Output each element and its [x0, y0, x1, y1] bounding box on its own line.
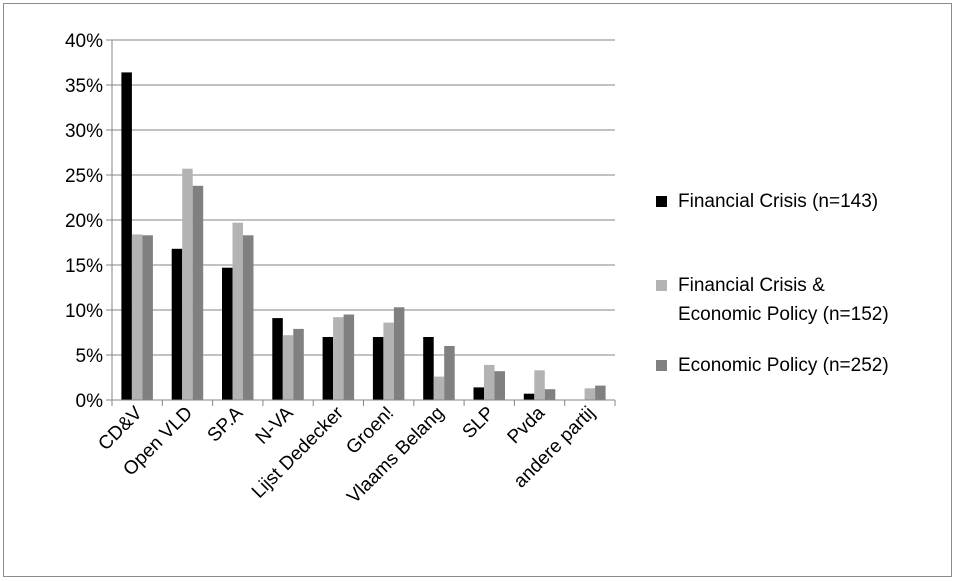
bar	[595, 385, 606, 400]
bar	[343, 314, 355, 400]
bar	[232, 222, 243, 400]
bar	[484, 364, 495, 400]
bar	[523, 393, 535, 400]
bar	[544, 389, 556, 400]
legend-label: Economic Policy (n=152)	[678, 304, 889, 325]
bar	[182, 168, 193, 400]
bar	[171, 248, 183, 400]
chart-frame	[3, 3, 952, 577]
legend-label: Financial Crisis &	[678, 275, 825, 296]
x-tick-label: Pvda	[504, 402, 550, 448]
bar	[393, 307, 405, 400]
bar	[473, 387, 484, 400]
x-tick-label: SLP	[459, 403, 499, 443]
x-tick-label: Lijst Dedecker	[248, 402, 348, 502]
bar	[142, 235, 153, 400]
legend-label: Financial Crisis (n=143)	[678, 191, 878, 212]
y-tick-label: 40%	[65, 31, 103, 52]
x-tick-label: SP.A	[204, 402, 248, 446]
y-tick-label: 25%	[65, 166, 103, 187]
bar	[192, 185, 204, 400]
bar	[222, 267, 233, 400]
y-tick-label: 0%	[76, 391, 104, 412]
y-tick-label: 20%	[65, 211, 103, 232]
y-tick-label: 15%	[65, 256, 103, 277]
bar	[243, 235, 254, 400]
bar	[333, 317, 344, 400]
bar	[282, 335, 294, 400]
bars	[121, 72, 606, 401]
x-tick-label: N-VA	[252, 402, 298, 448]
bar	[433, 376, 445, 400]
bar	[322, 337, 334, 400]
bar	[383, 322, 394, 400]
bar	[534, 370, 545, 400]
y-tick-labels: 0% 5% 10% 15% 20% 25% 30% 35% 40%	[65, 31, 103, 412]
bar	[131, 234, 143, 400]
bar	[293, 328, 304, 400]
legend-swatch	[656, 280, 667, 291]
legend-label: Economic Policy (n=252)	[678, 355, 889, 376]
y-tick-label: 5%	[76, 346, 104, 367]
legend-swatch	[656, 360, 667, 371]
bar	[372, 337, 384, 400]
y-tick-label: 10%	[65, 301, 103, 322]
bar	[121, 72, 132, 401]
bar	[494, 371, 505, 400]
bar	[444, 346, 455, 400]
bar	[272, 318, 283, 400]
legend-swatch	[656, 196, 667, 207]
legend: Financial Crisis (n=143) Financial Crisis…	[656, 191, 889, 376]
y-tick-label: 35%	[65, 76, 103, 97]
y-tick-label: 30%	[65, 121, 103, 142]
bar	[423, 337, 434, 400]
bar	[584, 388, 596, 400]
axes	[106, 39, 616, 406]
